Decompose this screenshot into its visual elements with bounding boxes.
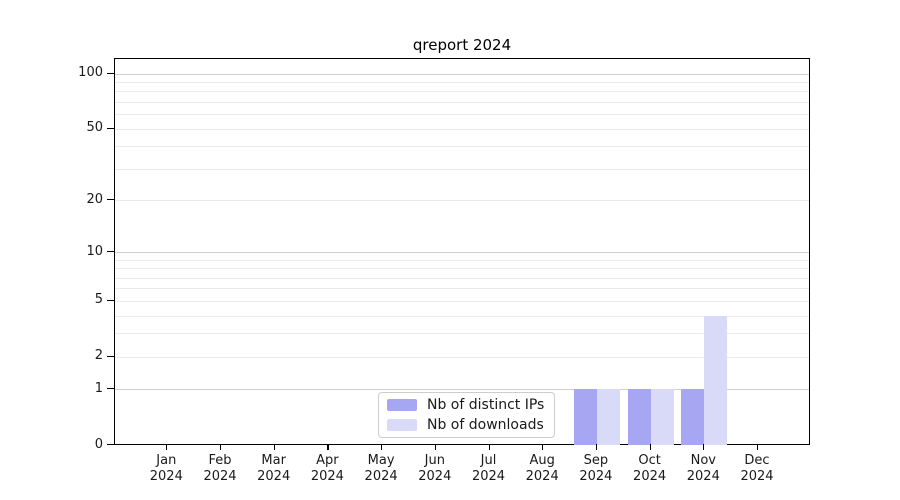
gridline-minor-2 xyxy=(115,356,809,358)
x-tick-mark-jun xyxy=(434,444,436,450)
y-tick-mark-2 xyxy=(107,355,114,357)
x-tick-mark-nov xyxy=(703,444,705,450)
gridline-minor-6 xyxy=(115,288,809,290)
y-tick-label-50: 50 xyxy=(86,120,103,135)
y-tick-label-10: 10 xyxy=(86,243,103,259)
gridline-minor-90 xyxy=(115,81,809,83)
y-tick-mark-0 xyxy=(107,444,114,446)
y-tick-label-5: 5 xyxy=(94,292,103,308)
chart-title: qreport 2024 xyxy=(412,36,512,54)
x-tick-label-jul: Jul 2024 xyxy=(471,453,506,484)
bar-nb-of-downloads-nov xyxy=(704,315,728,445)
gridline-major-10 xyxy=(115,252,809,253)
x-tick-label-oct: Oct 2024 xyxy=(633,453,667,484)
y-tick-mark-50 xyxy=(107,127,114,129)
gridline-minor-40 xyxy=(115,146,809,148)
x-tick-label-dec: Dec 2024 xyxy=(740,453,774,484)
y-tick-mark-5 xyxy=(107,299,114,301)
x-tick-label-apr: Apr 2024 xyxy=(310,453,344,484)
gridline-minor-70 xyxy=(115,101,809,103)
gridline-minor-60 xyxy=(115,114,809,116)
legend-item-distinct-ips: Nb of distinct IPs xyxy=(387,397,546,414)
x-tick-mark-aug xyxy=(542,444,544,450)
x-tick-mark-dec xyxy=(757,444,759,450)
y-tick-mark-1 xyxy=(107,388,114,390)
x-tick-label-aug: Aug 2024 xyxy=(525,453,559,484)
gridline-minor-80 xyxy=(115,91,809,93)
legend-item-downloads: Nb of downloads xyxy=(387,417,546,434)
y-tick-label-1: 1 xyxy=(94,380,103,396)
gridline-minor-7 xyxy=(115,277,809,279)
legend-swatch-downloads xyxy=(387,419,417,431)
gridline-minor-5 xyxy=(115,300,809,302)
x-tick-label-may: May 2024 xyxy=(364,453,398,484)
gridline-major-100 xyxy=(115,73,809,75)
x-tick-mark-sep xyxy=(595,444,598,450)
y-tick-mark-100 xyxy=(107,72,114,74)
x-tick-label-mar: Mar 2024 xyxy=(257,453,291,484)
bar-nb-of-downloads-sep xyxy=(596,389,620,445)
x-tick-mark-apr xyxy=(327,444,329,450)
x-tick-label-sep: Sep 2024 xyxy=(579,453,613,484)
x-tick-mark-feb xyxy=(220,444,222,450)
gridline-minor-8 xyxy=(115,268,809,270)
legend: Nb of distinct IPs Nb of downloads xyxy=(378,392,555,438)
x-tick-label-jun: Jun 2024 xyxy=(418,453,452,484)
gridline-minor-20 xyxy=(115,200,809,201)
legend-label-downloads: Nb of downloads xyxy=(427,416,544,433)
gridline-minor-50 xyxy=(115,128,809,130)
gridline-minor-4 xyxy=(115,315,809,317)
x-tick-mark-jan xyxy=(166,444,168,450)
bar-nb-of-distinct-ips-sep xyxy=(573,389,597,445)
x-tick-label-nov: Nov 2024 xyxy=(686,453,720,484)
y-tick-label-2: 2 xyxy=(94,348,103,364)
x-tick-mark-mar xyxy=(273,444,275,450)
plot-area xyxy=(114,58,810,445)
y-tick-label-100: 100 xyxy=(78,65,103,80)
x-tick-label-feb: Feb 2024 xyxy=(203,453,237,484)
bar-nb-of-distinct-ips-oct xyxy=(627,389,651,445)
x-tick-label-jan: Jan 2024 xyxy=(149,453,183,484)
bar-nb-of-downloads-oct xyxy=(650,389,674,445)
gridline-minor-30 xyxy=(115,168,809,170)
y-tick-label-20: 20 xyxy=(86,191,103,207)
x-tick-mark-oct xyxy=(649,444,651,450)
y-tick-mark-10 xyxy=(107,251,114,253)
legend-label-distinct-ips: Nb of distinct IPs xyxy=(427,396,545,413)
gridline-major-1 xyxy=(115,389,809,391)
x-tick-mark-jul xyxy=(488,444,490,450)
gridline-minor-3 xyxy=(115,333,809,335)
y-tick-mark-20 xyxy=(107,199,114,201)
legend-swatch-distinct-ips xyxy=(387,399,417,411)
x-tick-mark-may xyxy=(381,444,383,450)
y-tick-label-0: 0 xyxy=(94,436,103,452)
bar-nb-of-distinct-ips-nov xyxy=(681,389,705,445)
gridline-minor-9 xyxy=(115,259,809,261)
